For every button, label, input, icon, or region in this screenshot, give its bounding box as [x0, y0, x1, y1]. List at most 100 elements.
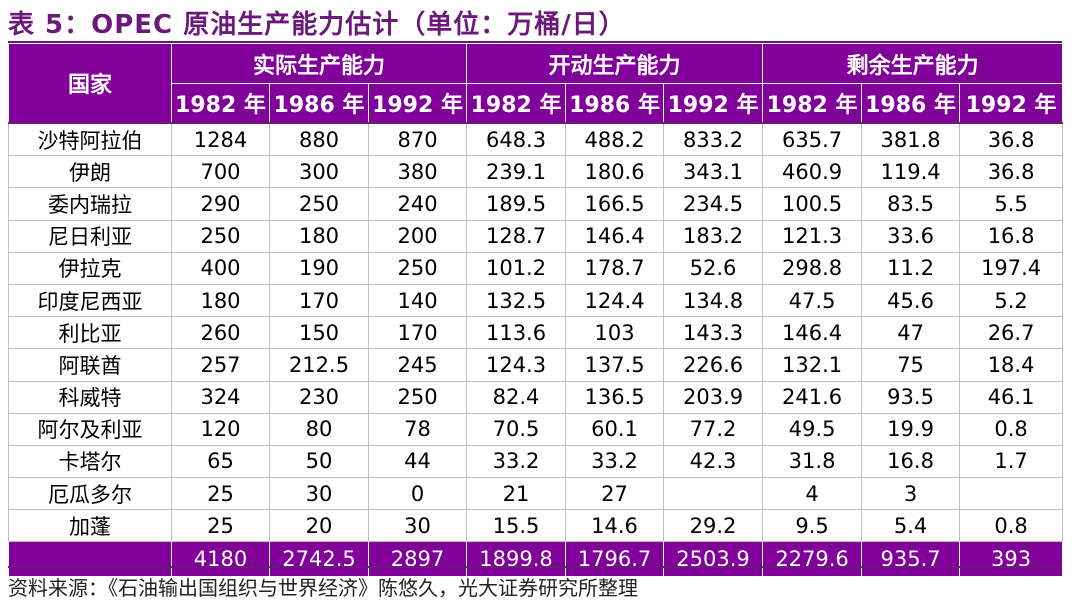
value-cell: 648.3 — [466, 122, 567, 157]
header-group-operating: 开动生产能力 — [466, 43, 764, 84]
value-cell: 82.4 — [466, 380, 567, 414]
value-cell: 36.8 — [959, 122, 1064, 157]
value-cell: 239.1 — [466, 155, 567, 189]
total-row: 4180 2742.5 2897 1899.8 1796.7 2503.9 2279.6 93… — [8, 541, 1064, 578]
value-cell: 245 — [367, 348, 468, 382]
value-cell: 36.8 — [959, 155, 1064, 189]
value-cell: 146.4 — [762, 316, 863, 350]
value-cell: 75 — [861, 348, 961, 382]
value-cell: 44 — [367, 444, 468, 479]
value-cell: 26.7 — [959, 316, 1064, 350]
header-year: 1992 年 — [663, 83, 764, 124]
table-row: 利比亚 260 150 170 113.6 103 143.3 146.4 47 26.7 — [8, 316, 1064, 350]
value-cell: 240 — [367, 187, 468, 221]
value-cell: 3 — [861, 477, 961, 511]
value-cell: 120 — [171, 412, 270, 446]
total-cell: 935.7 — [861, 541, 961, 578]
table-row: 沙特阿拉伯 1284 880 870 648.3 488.2 833.2 635.7 381.8… — [8, 122, 1064, 157]
value-cell: 80 — [269, 412, 369, 446]
value-cell: 140 — [367, 283, 468, 318]
value-cell: 197.4 — [959, 251, 1064, 285]
value-cell — [663, 477, 764, 511]
table-row: 尼日利亚 250 180 200 128.7 146.4 183.2 121.3 33.6 16.… — [8, 219, 1064, 253]
value-cell: 65 — [171, 444, 270, 479]
table-row: 加蓬 25 20 30 15.5 14.6 29.2 9.5 5.4 0.8 — [8, 509, 1064, 543]
value-cell: 180 — [171, 283, 270, 318]
value-cell: 50 — [269, 444, 369, 479]
value-cell: 250 — [367, 380, 468, 414]
value-cell: 260 — [171, 316, 270, 350]
total-cell: 2279.6 — [762, 541, 863, 578]
header-year: 1992 年 — [959, 83, 1064, 124]
value-cell: 4 — [762, 477, 863, 511]
value-cell: 488.2 — [565, 122, 665, 157]
value-cell: 635.7 — [762, 122, 863, 157]
table-row: 阿联酋 257 212.5 245 124.3 137.5 226.6 132.1 75 18.4 — [8, 348, 1064, 382]
value-cell: 27 — [565, 477, 665, 511]
value-cell: 11.2 — [861, 251, 961, 285]
value-cell: 700 — [171, 155, 270, 189]
value-cell: 324 — [171, 380, 270, 414]
value-cell: 15.5 — [466, 509, 567, 543]
value-cell: 166.5 — [565, 187, 665, 221]
value-cell: 180 — [269, 219, 369, 253]
value-cell: 226.6 — [663, 348, 764, 382]
value-cell: 121.3 — [762, 219, 863, 253]
value-cell: 134.8 — [663, 283, 764, 318]
value-cell: 42.3 — [663, 444, 764, 479]
value-cell: 9.5 — [762, 509, 863, 543]
value-cell: 47 — [861, 316, 961, 350]
table-row: 印度尼西亚 180 170 140 132.5 124.4 134.8 47.5 45.6 5.2 — [8, 283, 1064, 318]
title-divider — [8, 41, 1062, 43]
value-cell: 870 — [367, 122, 468, 157]
value-cell: 103 — [565, 316, 665, 350]
country-cell: 委内瑞拉 — [8, 187, 172, 221]
value-cell: 137.5 — [565, 348, 665, 382]
value-cell: 30 — [367, 509, 468, 543]
value-cell: 14.6 — [565, 509, 665, 543]
total-cell: 2897 — [367, 541, 468, 578]
total-cell: 1796.7 — [565, 541, 665, 578]
country-cell: 阿尔及利亚 — [8, 412, 172, 446]
country-cell: 尼日利亚 — [8, 219, 172, 253]
table-row: 伊拉克 400 190 250 101.2 178.7 52.6 298.8 11.2 197.4 — [8, 251, 1064, 285]
value-cell: 1.7 — [959, 444, 1064, 479]
value-cell: 19.9 — [861, 412, 961, 446]
value-cell: 25 — [171, 509, 270, 543]
value-cell: 47.5 — [762, 283, 863, 318]
value-cell: 45.6 — [861, 283, 961, 318]
value-cell: 400 — [171, 251, 270, 285]
value-cell: 203.9 — [663, 380, 764, 414]
header-year: 1986 年 — [269, 83, 369, 124]
table-row: 卡塔尔 65 50 44 33.2 33.2 42.3 31.8 16.8 1.7 — [8, 444, 1064, 479]
value-cell: 460.9 — [762, 155, 863, 189]
value-cell: 60.1 — [565, 412, 665, 446]
value-cell: 300 — [269, 155, 369, 189]
value-cell: 343.1 — [663, 155, 764, 189]
header-year: 1982 年 — [171, 83, 270, 124]
header-year: 1982 年 — [466, 83, 567, 124]
value-cell: 183.2 — [663, 219, 764, 253]
country-cell: 阿联酋 — [8, 348, 172, 382]
header-year: 1992 年 — [367, 83, 468, 124]
value-cell: 132.1 — [762, 348, 863, 382]
country-cell: 厄瓜多尔 — [8, 477, 172, 511]
value-cell: 31.8 — [762, 444, 863, 479]
value-cell: 101.2 — [466, 251, 567, 285]
value-cell: 178.7 — [565, 251, 665, 285]
value-cell: 212.5 — [269, 348, 369, 382]
country-cell: 伊拉克 — [8, 251, 172, 285]
value-cell: 298.8 — [762, 251, 863, 285]
value-cell: 46.1 — [959, 380, 1064, 414]
value-cell: 146.4 — [565, 219, 665, 253]
value-cell: 25 — [171, 477, 270, 511]
header-country: 国家 — [8, 43, 172, 124]
table-row: 阿尔及利亚 120 80 78 70.5 60.1 77.2 49.5 19.9 0.8 — [8, 412, 1064, 446]
table-row: 科威特 324 230 250 82.4 136.5 203.9 241.6 93.5 46.1 — [8, 380, 1064, 414]
value-cell: 132.5 — [466, 283, 567, 318]
value-cell: 21 — [466, 477, 567, 511]
opec-capacity-table: 国家 实际生产能力 开动生产能力 剩余生产能力 1982 年 1986 年 1992… — [8, 43, 1064, 578]
value-cell: 16.8 — [861, 444, 961, 479]
value-cell: 100.5 — [762, 187, 863, 221]
source-note: 资料来源：《石油输出国组织与世界经济》陈悠久，光大证券研究所整理 — [8, 576, 638, 600]
